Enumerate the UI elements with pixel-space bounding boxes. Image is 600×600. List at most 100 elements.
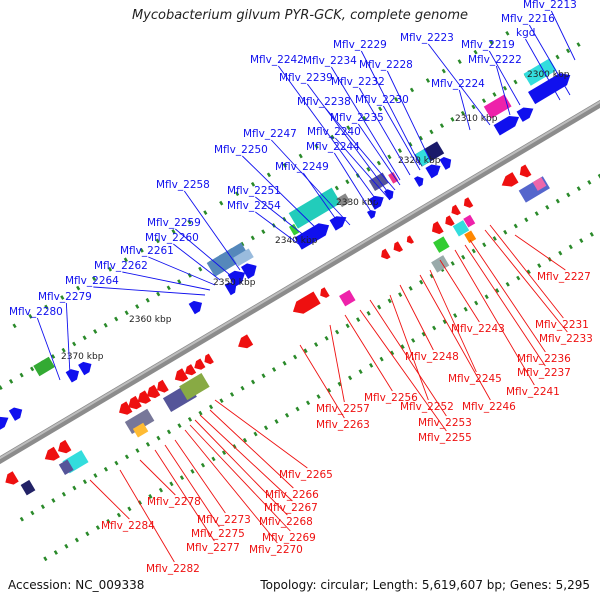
scale-dot [261, 373, 266, 379]
forward-leader-line [183, 190, 241, 271]
forward-leader-line [175, 228, 231, 276]
scale-dot [61, 347, 66, 353]
reverse-gene-arrow [194, 358, 206, 370]
forward-gene-block [523, 58, 557, 86]
scale-dot [203, 210, 208, 215]
reverse-gene-arrow [406, 235, 415, 244]
scale-dot [40, 504, 45, 510]
scale-dot [326, 387, 332, 393]
scale-dot [565, 48, 571, 54]
page-title: Mycobacterium gilvum PYR-GCK, complete g… [131, 8, 469, 23]
scale-dot [555, 54, 560, 60]
scale-dot [537, 263, 542, 268]
genome-backbone-highlight [0, 100, 600, 460]
reverse-gene-label: Mflv_2282 [146, 563, 200, 575]
genome-backbone [0, 99, 600, 465]
forward-gene-block [483, 94, 512, 119]
scale-dot [171, 229, 176, 234]
reverse-gene-block [179, 373, 210, 401]
scale-dot [576, 42, 581, 47]
scale-dot [450, 261, 455, 266]
reverse-gene-label: Mflv_2268 [259, 516, 313, 528]
scale-dot [156, 291, 161, 297]
forward-leader-line [255, 211, 301, 246]
forward-leader-line [550, 10, 576, 61]
scale-dot [242, 437, 248, 443]
forward-gene-label: Mflv_2247 [243, 128, 297, 140]
reverse-gene-arrow [501, 172, 519, 187]
forward-gene-arrow [224, 282, 237, 296]
scale-dot [390, 350, 395, 356]
scale-dot [187, 219, 192, 225]
scale-dot [425, 78, 430, 83]
reverse-leader-line [194, 419, 288, 516]
scale-dot [177, 423, 182, 428]
forward-gene-label: Mflv_2213 [523, 0, 577, 11]
forward-gene-label: Mflv_2258 [156, 179, 210, 191]
reverse-gene-label: Mflv_2270 [249, 544, 303, 556]
reverse-gene-arrow [58, 439, 72, 454]
scale-dot [489, 40, 494, 46]
scale-dot [348, 375, 353, 381]
scale-dot [271, 367, 277, 372]
forward-gene-label: kgd [516, 27, 535, 39]
reverse-gene-block [339, 289, 356, 307]
reverse-leader-line [469, 239, 546, 353]
genome-summary: Topology: circular; Length: 5,619,607 bp… [260, 578, 590, 592]
forward-gene-label: Mflv_2235 [330, 112, 384, 124]
scale-dot [495, 288, 500, 293]
reverse-leader-line [189, 424, 291, 532]
forward-gene-label: Mflv_2264 [65, 275, 119, 287]
scale-dot [461, 254, 466, 260]
forward-gene-arrow [368, 195, 384, 210]
forward-gene-label: Mflv_2232 [331, 76, 385, 88]
reverse-gene-label: Mflv_2253 [418, 417, 472, 429]
forward-gene-block [415, 149, 432, 167]
scale-dot [107, 266, 113, 272]
scale-dot [442, 319, 447, 325]
forward-gene-label: Mflv_2229 [333, 39, 387, 51]
forward-gene-label: Mflv_2238 [297, 96, 351, 108]
forward-leader-line [495, 65, 511, 116]
reverse-gene-block [58, 459, 74, 475]
scale-dot [30, 366, 35, 372]
reverse-gene-label: Mflv_2265 [279, 469, 333, 481]
forward-gene-arrow [384, 189, 394, 200]
scale-dot [450, 117, 455, 122]
forward-leader-line [93, 286, 206, 296]
scale-dot [397, 148, 403, 153]
forward-gene-arrow [329, 216, 347, 231]
scale-dot [362, 115, 367, 121]
forward-gene-arrow [188, 300, 203, 315]
scale-dot [439, 123, 445, 129]
forward-leader-line [358, 87, 411, 176]
forward-gene-label: Mflv_2216 [501, 13, 555, 25]
reverse-leader-line [164, 444, 220, 528]
reverse-leader-line [359, 309, 447, 432]
scale-dot [114, 460, 119, 466]
scale-dot [471, 104, 476, 110]
reverse-gene-arrow [157, 379, 169, 393]
forward-leader-line [427, 43, 491, 126]
forward-gene-label: Mflv_2234 [303, 55, 357, 67]
scale-dot [91, 276, 97, 282]
scale-dot [198, 266, 203, 272]
forward-gene-label: Mflv_2222 [468, 54, 522, 66]
scale-dot [400, 344, 405, 350]
forward-leader-line [277, 65, 381, 206]
reverse-gene-arrow [137, 390, 152, 404]
scale-dot [534, 211, 539, 216]
scale-dot [305, 400, 311, 406]
scale-dot [211, 456, 216, 462]
scale-dot [60, 295, 65, 300]
forward-leader-line [386, 70, 431, 161]
scale-dot [44, 304, 49, 310]
forward-gene-block [288, 223, 300, 236]
reverse-gene-label: Mflv_2257 [316, 403, 370, 415]
forward-leader-line [357, 123, 401, 186]
reverse-leader-line [119, 469, 175, 563]
reverse-leader-line [454, 249, 535, 386]
scale-dot [432, 325, 437, 331]
scale-dot [123, 257, 128, 263]
scale-dot [85, 531, 90, 537]
